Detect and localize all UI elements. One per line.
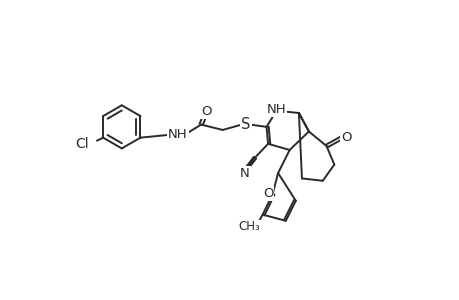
Text: N: N — [240, 167, 249, 180]
Text: NH: NH — [168, 128, 187, 141]
Text: O: O — [262, 187, 273, 200]
Text: NH: NH — [266, 103, 286, 116]
Text: O: O — [341, 131, 351, 144]
Text: Cl: Cl — [75, 137, 89, 151]
Text: S: S — [241, 117, 250, 132]
Text: O: O — [201, 105, 211, 118]
Text: CH₃: CH₃ — [237, 220, 259, 233]
